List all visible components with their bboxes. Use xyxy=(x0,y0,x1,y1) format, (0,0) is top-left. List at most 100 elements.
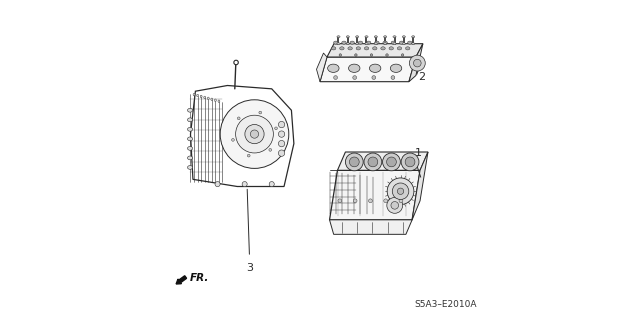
Polygon shape xyxy=(191,85,294,187)
Ellipse shape xyxy=(393,36,396,38)
Circle shape xyxy=(278,150,285,156)
Ellipse shape xyxy=(188,156,193,160)
Ellipse shape xyxy=(397,47,402,50)
Ellipse shape xyxy=(393,43,396,45)
Ellipse shape xyxy=(403,36,405,38)
Circle shape xyxy=(399,199,403,203)
Text: 2: 2 xyxy=(419,72,426,82)
Ellipse shape xyxy=(214,99,216,101)
Circle shape xyxy=(364,153,382,171)
Text: 1: 1 xyxy=(415,148,422,158)
Ellipse shape xyxy=(188,108,193,112)
Ellipse shape xyxy=(346,43,349,45)
Ellipse shape xyxy=(200,95,202,98)
Ellipse shape xyxy=(364,47,369,50)
Polygon shape xyxy=(327,44,423,57)
Ellipse shape xyxy=(356,36,359,38)
Ellipse shape xyxy=(188,146,193,150)
Ellipse shape xyxy=(369,64,381,72)
Ellipse shape xyxy=(207,97,209,100)
Ellipse shape xyxy=(374,36,378,38)
Circle shape xyxy=(387,197,403,213)
Ellipse shape xyxy=(188,127,193,131)
Circle shape xyxy=(245,124,264,144)
Circle shape xyxy=(259,111,262,114)
Polygon shape xyxy=(330,220,412,234)
Ellipse shape xyxy=(358,41,363,44)
Circle shape xyxy=(269,148,271,151)
Ellipse shape xyxy=(383,41,387,44)
Circle shape xyxy=(236,115,273,153)
Circle shape xyxy=(278,140,285,147)
Ellipse shape xyxy=(332,47,336,50)
Circle shape xyxy=(405,157,415,167)
Ellipse shape xyxy=(349,64,360,72)
Polygon shape xyxy=(320,57,416,82)
Circle shape xyxy=(349,157,359,167)
Ellipse shape xyxy=(350,41,355,44)
Text: S5A3–E2010A: S5A3–E2010A xyxy=(415,300,477,309)
Ellipse shape xyxy=(374,41,379,44)
Circle shape xyxy=(355,54,357,56)
Circle shape xyxy=(247,154,250,157)
Circle shape xyxy=(232,138,234,141)
Ellipse shape xyxy=(346,36,349,38)
Ellipse shape xyxy=(390,64,402,72)
Ellipse shape xyxy=(365,43,368,45)
Ellipse shape xyxy=(383,43,387,45)
Circle shape xyxy=(220,100,289,168)
Circle shape xyxy=(237,117,240,120)
Ellipse shape xyxy=(383,36,387,38)
Circle shape xyxy=(410,55,425,71)
Ellipse shape xyxy=(340,47,344,50)
Ellipse shape xyxy=(406,47,410,50)
Polygon shape xyxy=(330,170,420,220)
Circle shape xyxy=(397,188,404,195)
Ellipse shape xyxy=(337,43,340,45)
Ellipse shape xyxy=(356,43,359,45)
Circle shape xyxy=(372,76,376,79)
Circle shape xyxy=(384,199,388,203)
Circle shape xyxy=(278,131,285,137)
Ellipse shape xyxy=(403,43,405,45)
Ellipse shape xyxy=(188,137,193,141)
Ellipse shape xyxy=(333,41,338,44)
Ellipse shape xyxy=(328,64,339,72)
Polygon shape xyxy=(317,53,327,82)
Ellipse shape xyxy=(372,47,377,50)
Circle shape xyxy=(215,182,220,187)
Circle shape xyxy=(368,157,378,167)
Ellipse shape xyxy=(412,36,415,38)
Ellipse shape xyxy=(381,47,385,50)
Ellipse shape xyxy=(337,36,340,38)
Circle shape xyxy=(275,127,277,130)
Text: FR.: FR. xyxy=(190,273,209,283)
Polygon shape xyxy=(412,152,428,220)
Ellipse shape xyxy=(218,100,220,102)
Ellipse shape xyxy=(399,41,404,44)
Circle shape xyxy=(392,183,409,199)
Circle shape xyxy=(278,122,285,128)
Circle shape xyxy=(383,153,401,171)
Circle shape xyxy=(401,153,419,171)
Circle shape xyxy=(387,157,396,167)
Circle shape xyxy=(391,202,399,209)
Ellipse shape xyxy=(408,41,412,44)
Ellipse shape xyxy=(389,47,394,50)
Circle shape xyxy=(386,54,388,56)
Ellipse shape xyxy=(193,93,195,96)
Circle shape xyxy=(353,199,357,203)
Ellipse shape xyxy=(348,47,353,50)
Ellipse shape xyxy=(196,94,198,97)
Ellipse shape xyxy=(356,47,360,50)
Ellipse shape xyxy=(374,43,378,45)
Circle shape xyxy=(387,178,414,204)
Circle shape xyxy=(370,54,372,56)
Circle shape xyxy=(353,76,356,79)
Ellipse shape xyxy=(188,118,193,122)
Polygon shape xyxy=(337,152,428,170)
Ellipse shape xyxy=(204,96,205,99)
Circle shape xyxy=(346,153,363,171)
FancyArrow shape xyxy=(176,276,187,284)
Circle shape xyxy=(391,76,395,79)
